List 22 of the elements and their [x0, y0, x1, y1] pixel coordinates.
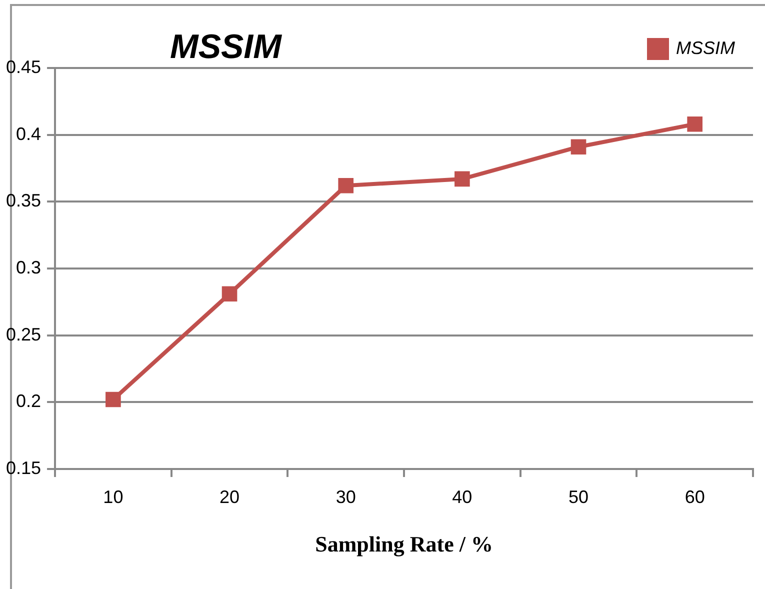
point — [106, 392, 121, 408]
y-tick-label: 0.15 — [6, 458, 42, 478]
y-tick-label: 0.3 — [16, 257, 42, 278]
point — [687, 116, 702, 132]
point — [222, 286, 238, 302]
y-tick-label: 0.45 — [6, 56, 42, 77]
y-tick-label: 0.25 — [6, 324, 42, 344]
y-tick-label: 0.4 — [16, 124, 42, 144]
x-tick-label: 30 — [336, 486, 356, 507]
x-axis-title: Sampling Rate / % — [315, 531, 493, 556]
x-tick-label: 60 — [684, 486, 705, 507]
chart-title: MSSIM — [170, 28, 282, 67]
point — [338, 178, 354, 194]
point — [454, 171, 470, 187]
x-tick-label: 50 — [568, 486, 589, 507]
legend-label: MSSIM — [676, 38, 736, 58]
y-tick-label: 0.35 — [6, 190, 42, 211]
x-tick-label: 10 — [103, 486, 124, 507]
x-tick-label: 20 — [220, 486, 240, 507]
y-tick-label: 0.2 — [16, 391, 42, 412]
point — [570, 139, 586, 155]
x-tick-label: 40 — [452, 486, 472, 507]
